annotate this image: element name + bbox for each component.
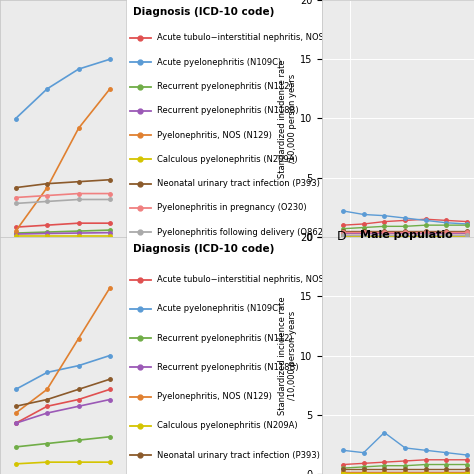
Text: Pyelonephritis, NOS (N129): Pyelonephritis, NOS (N129) <box>157 131 272 139</box>
Text: Male populatio: Male populatio <box>360 230 453 240</box>
Text: Pyelonephritis, NOS (N129): Pyelonephritis, NOS (N129) <box>157 392 272 401</box>
Text: Neonatal urinary tract infection (P393): Neonatal urinary tract infection (P393) <box>157 451 320 459</box>
Text: Diagnosis (ICD-10 code): Diagnosis (ICD-10 code) <box>134 244 275 254</box>
Text: D: D <box>337 230 346 243</box>
Text: Acute pyelonephritis (N109C): Acute pyelonephritis (N109C) <box>157 58 282 67</box>
Text: Recurrent pyelonephritis (N118B): Recurrent pyelonephritis (N118B) <box>157 363 299 372</box>
Text: Calculous pyelonephritis (N209A): Calculous pyelonephritis (N209A) <box>157 155 298 164</box>
Text: Diagnosis (ICD-10 code): Diagnosis (ICD-10 code) <box>134 7 275 17</box>
Text: Recurrent pyelonephritis (N118B): Recurrent pyelonephritis (N118B) <box>157 106 299 115</box>
Text: Acute tubulo−interstitial nephritis, NOS (N109): Acute tubulo−interstitial nephritis, NOS… <box>157 275 355 284</box>
Text: Pyelonephritis in pregnancy (O230): Pyelonephritis in pregnancy (O230) <box>157 203 307 212</box>
Text: Acute pyelonephritis (N109C): Acute pyelonephritis (N109C) <box>157 304 282 313</box>
Text: Acute tubulo−interstitial nephritis, NOS (N109): Acute tubulo−interstitial nephritis, NOS… <box>157 34 355 42</box>
Text: Neonatal urinary tract infection (P393): Neonatal urinary tract infection (P393) <box>157 179 320 188</box>
Text: Calculous pyelonephritis (N209A): Calculous pyelonephritis (N209A) <box>157 421 298 430</box>
Y-axis label: Standardized incidence rate
/10,000 person years: Standardized incidence rate /10,000 pers… <box>278 296 298 415</box>
Text: Recurrent pyelonephritis (N112): Recurrent pyelonephritis (N112) <box>157 334 293 343</box>
Text: Recurrent pyelonephritis (N112): Recurrent pyelonephritis (N112) <box>157 82 293 91</box>
Text: Pyelonephritis following delivery (O862B): Pyelonephritis following delivery (O862B… <box>157 228 332 237</box>
Y-axis label: Standardized incidence rate
/10,000 person years: Standardized incidence rate /10,000 pers… <box>278 59 298 178</box>
